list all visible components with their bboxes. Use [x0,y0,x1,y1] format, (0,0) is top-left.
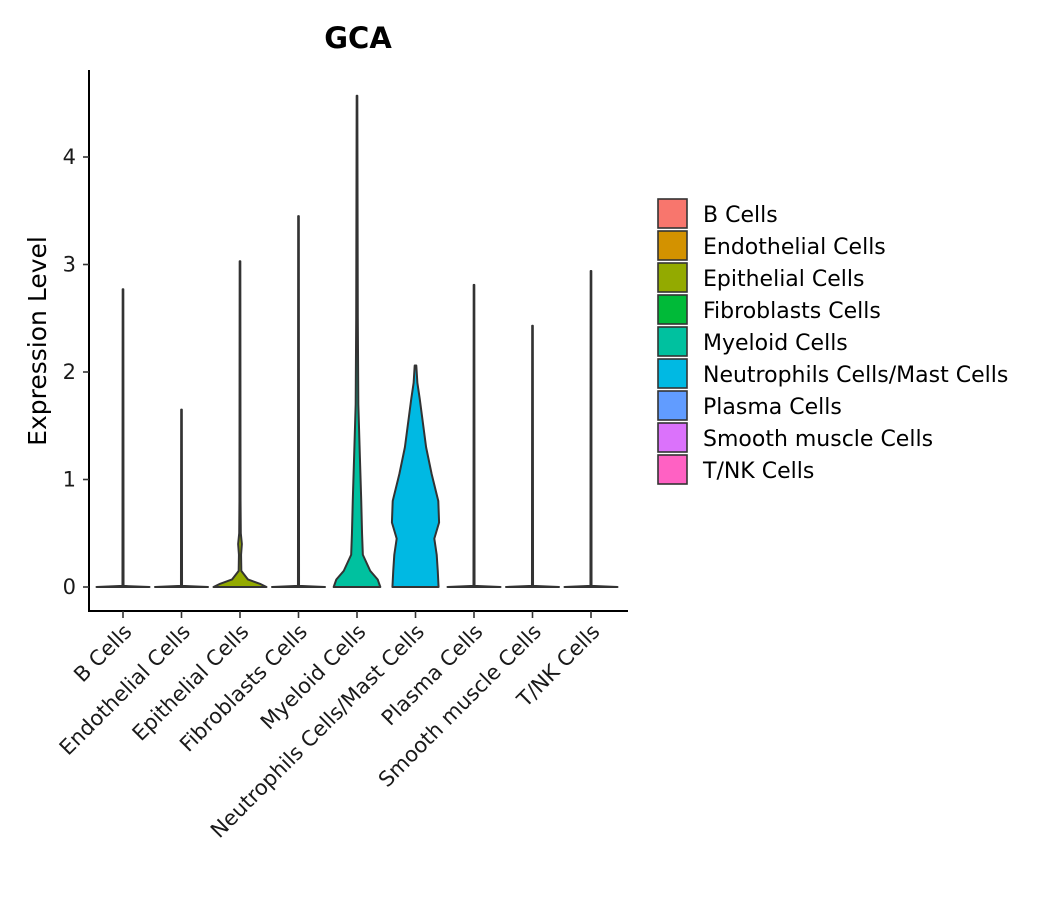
violin-b-cells [95,288,151,588]
violin-endothelial-cells [154,408,209,588]
violin-myeloid-cells [332,94,382,588]
violin-neutrophils-cells-mast-cells [390,364,441,588]
legend-key-smooth-muscle-cells [657,422,688,453]
x-tick-label-neutrophils-cells-mast-cells: Neutrophils Cells/Mast Cells [206,620,429,843]
legend-label-neutrophils-cells-mast-cells: Neutrophils Cells/Mast Cells [703,363,1008,388]
legend-label-myeloid-cells: Myeloid Cells [703,331,848,356]
legend-key-neutrophils-cells-mast-cells [657,358,688,389]
y-tick-label: 0 [63,575,76,599]
y-tick-label: 2 [63,360,76,384]
violin-smooth-muscle-cells [505,324,560,588]
legend-label-b-cells: B Cells [703,203,778,228]
legend-label-fibroblasts-cells: Fibroblasts Cells [703,299,881,324]
violin-plasma-cells [446,283,502,588]
y-tick-label: 3 [63,253,76,277]
legend-key-epithelial-cells [657,262,688,293]
y-tick-label: 4 [63,145,76,169]
legend: B Cells Endothelial Cells Epithelial Cells… [657,198,1008,485]
legend-label-t-nk-cells: T/NK Cells [702,459,814,484]
legend-key-b-cells [657,198,688,229]
y-ticks-group: 0 1 2 3 4 [63,145,89,599]
legend-key-fibroblasts-cells [657,294,688,325]
violin-epithelial-cells [212,260,268,588]
legend-label-epithelial-cells: Epithelial Cells [703,267,864,292]
legend-key-myeloid-cells [657,326,688,357]
legend-label-endothelial-cells: Endothelial Cells [703,235,886,260]
legend-key-t-nk-cells [657,454,688,485]
violin-t-nk-cells [563,269,619,588]
legend-key-endothelial-cells [657,230,688,261]
violin-fibroblasts-cells [271,215,326,588]
legend-key-plasma-cells [657,390,688,421]
legend-label-plasma-cells: Plasma Cells [703,395,842,420]
violins-group [95,94,619,588]
y-tick-label: 1 [63,468,76,492]
chart-title: GCA [324,21,392,55]
legend-label-smooth-muscle-cells: Smooth muscle Cells [703,427,933,452]
y-axis-title: Expression Level [23,236,52,446]
x-tick-label-plasma-cells: Plasma Cells [377,620,488,731]
